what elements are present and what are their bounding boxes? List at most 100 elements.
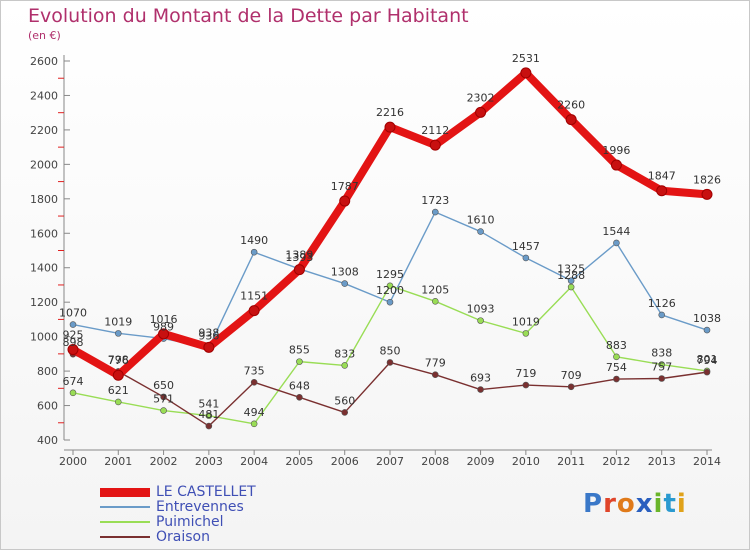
data-point-oraison xyxy=(341,409,349,416)
legend-swatch xyxy=(100,506,150,508)
data-label-entrevennes: 1038 xyxy=(693,312,721,325)
y-tick-label: 1400 xyxy=(30,262,58,275)
y-tick-label: 400 xyxy=(37,434,58,447)
data-point-puimichel xyxy=(567,283,575,291)
data-label-entrevennes: 1490 xyxy=(240,234,268,247)
data-point-oraison xyxy=(703,368,711,376)
chart-subtitle: (en €) xyxy=(28,29,61,42)
data-label-le-castellet: 2112 xyxy=(421,124,449,137)
legend-label: Oraison xyxy=(156,529,210,545)
data-label-puimichel: 674 xyxy=(63,375,84,388)
y-tick-label: 800 xyxy=(37,365,58,378)
data-label-le-castellet: 1996 xyxy=(602,144,630,157)
data-point-oraison xyxy=(160,393,167,401)
data-label-puimichel: 838 xyxy=(651,347,672,360)
data-label-oraison: 798 xyxy=(108,353,129,366)
data-point-puimichel xyxy=(114,398,122,406)
x-tick-label: 2001 xyxy=(104,455,132,468)
data-point-le-castellet xyxy=(67,344,79,356)
y-tick-label: 1200 xyxy=(30,296,58,309)
data-label-oraison: 850 xyxy=(380,344,401,357)
data-label-entrevennes: 1544 xyxy=(602,225,630,238)
data-label-entrevennes: 1200 xyxy=(376,284,404,297)
data-point-puimichel xyxy=(658,361,666,368)
data-label-oraison: 719 xyxy=(515,367,536,380)
data-label-entrevennes: 1457 xyxy=(512,240,540,253)
data-label-le-castellet: 1389 xyxy=(285,249,313,262)
x-tick-label: 2000 xyxy=(59,455,87,468)
data-point-le-castellet xyxy=(520,67,532,79)
data-label-le-castellet: 776 xyxy=(108,354,129,367)
logo-letter: P xyxy=(583,489,604,519)
data-point-entrevennes xyxy=(69,321,77,328)
data-point-entrevennes xyxy=(341,280,349,287)
data-label-le-castellet: 1016 xyxy=(150,313,178,326)
x-tick-label: 2008 xyxy=(421,455,449,468)
x-tick-label: 2003 xyxy=(195,455,223,468)
legend-swatch xyxy=(100,488,150,497)
x-tick-label: 2009 xyxy=(467,455,495,468)
data-label-entrevennes: 1325 xyxy=(557,263,585,276)
data-point-puimichel xyxy=(477,317,484,324)
data-point-le-castellet xyxy=(339,195,351,207)
data-point-le-castellet xyxy=(701,188,713,200)
data-label-entrevennes: 1610 xyxy=(467,214,495,227)
data-label-oraison: 560 xyxy=(334,394,355,407)
data-point-puimichel xyxy=(613,353,620,361)
data-label-puimichel: 855 xyxy=(289,344,310,357)
data-point-oraison xyxy=(477,386,484,393)
x-tick-label: 2012 xyxy=(602,455,630,468)
data-point-le-castellet xyxy=(429,139,441,151)
x-tick-label: 2006 xyxy=(331,455,359,468)
x-tick-label: 2014 xyxy=(693,455,721,468)
data-point-entrevennes xyxy=(522,254,530,262)
logo-letter: r xyxy=(603,489,617,519)
data-label-oraison: 779 xyxy=(425,357,446,370)
data-point-oraison xyxy=(296,393,303,401)
data-point-le-castellet xyxy=(158,328,170,340)
data-point-entrevennes xyxy=(431,208,439,216)
data-label-puimichel: 883 xyxy=(606,339,627,352)
data-point-puimichel xyxy=(296,358,303,365)
logo-letter: t xyxy=(663,489,677,519)
data-point-oraison xyxy=(522,381,530,389)
data-point-entrevennes xyxy=(703,326,711,334)
data-label-oraison: 794 xyxy=(697,354,718,367)
data-label-entrevennes: 1723 xyxy=(421,194,449,207)
legend-label: Puimichel xyxy=(156,514,224,530)
data-label-oraison: 693 xyxy=(470,372,491,385)
data-label-entrevennes: 1070 xyxy=(59,307,87,320)
x-tick-label: 2005 xyxy=(285,455,313,468)
logo-letter: x xyxy=(635,489,654,519)
legend-label: LE CASTELLET xyxy=(156,484,256,500)
data-label-entrevennes: 989 xyxy=(153,321,174,334)
x-tick-label: 2004 xyxy=(240,455,268,468)
data-point-le-castellet xyxy=(656,185,668,197)
data-label-puimichel: 541 xyxy=(198,398,219,411)
data-label-oraison: 709 xyxy=(561,369,582,382)
data-point-oraison xyxy=(613,375,620,383)
data-point-le-castellet xyxy=(112,369,124,381)
data-point-entrevennes xyxy=(386,298,394,306)
data-label-puimichel: 621 xyxy=(108,384,129,397)
data-label-oraison: 754 xyxy=(606,361,627,374)
data-label-oraison: 898 xyxy=(63,336,84,349)
data-label-le-castellet: 1826 xyxy=(693,173,721,186)
data-label-oraison: 481 xyxy=(198,408,219,421)
data-point-oraison xyxy=(658,375,666,382)
data-label-le-castellet: 1787 xyxy=(331,180,359,193)
data-point-puimichel xyxy=(160,407,167,414)
logo-letter: i xyxy=(653,489,664,519)
data-point-le-castellet xyxy=(475,106,487,118)
data-label-le-castellet: 1151 xyxy=(240,290,268,303)
data-label-puimichel: 1295 xyxy=(376,268,404,281)
data-point-entrevennes xyxy=(613,239,620,247)
data-point-entrevennes xyxy=(114,330,122,337)
data-label-puimichel: 571 xyxy=(153,393,174,406)
data-point-puimichel xyxy=(69,389,77,397)
y-tick-label: 2400 xyxy=(30,89,58,102)
data-label-puimichel: 1019 xyxy=(512,315,540,328)
data-label-oraison: 650 xyxy=(153,379,174,392)
data-label-entrevennes: 936 xyxy=(198,330,219,343)
data-point-entrevennes xyxy=(567,277,575,284)
